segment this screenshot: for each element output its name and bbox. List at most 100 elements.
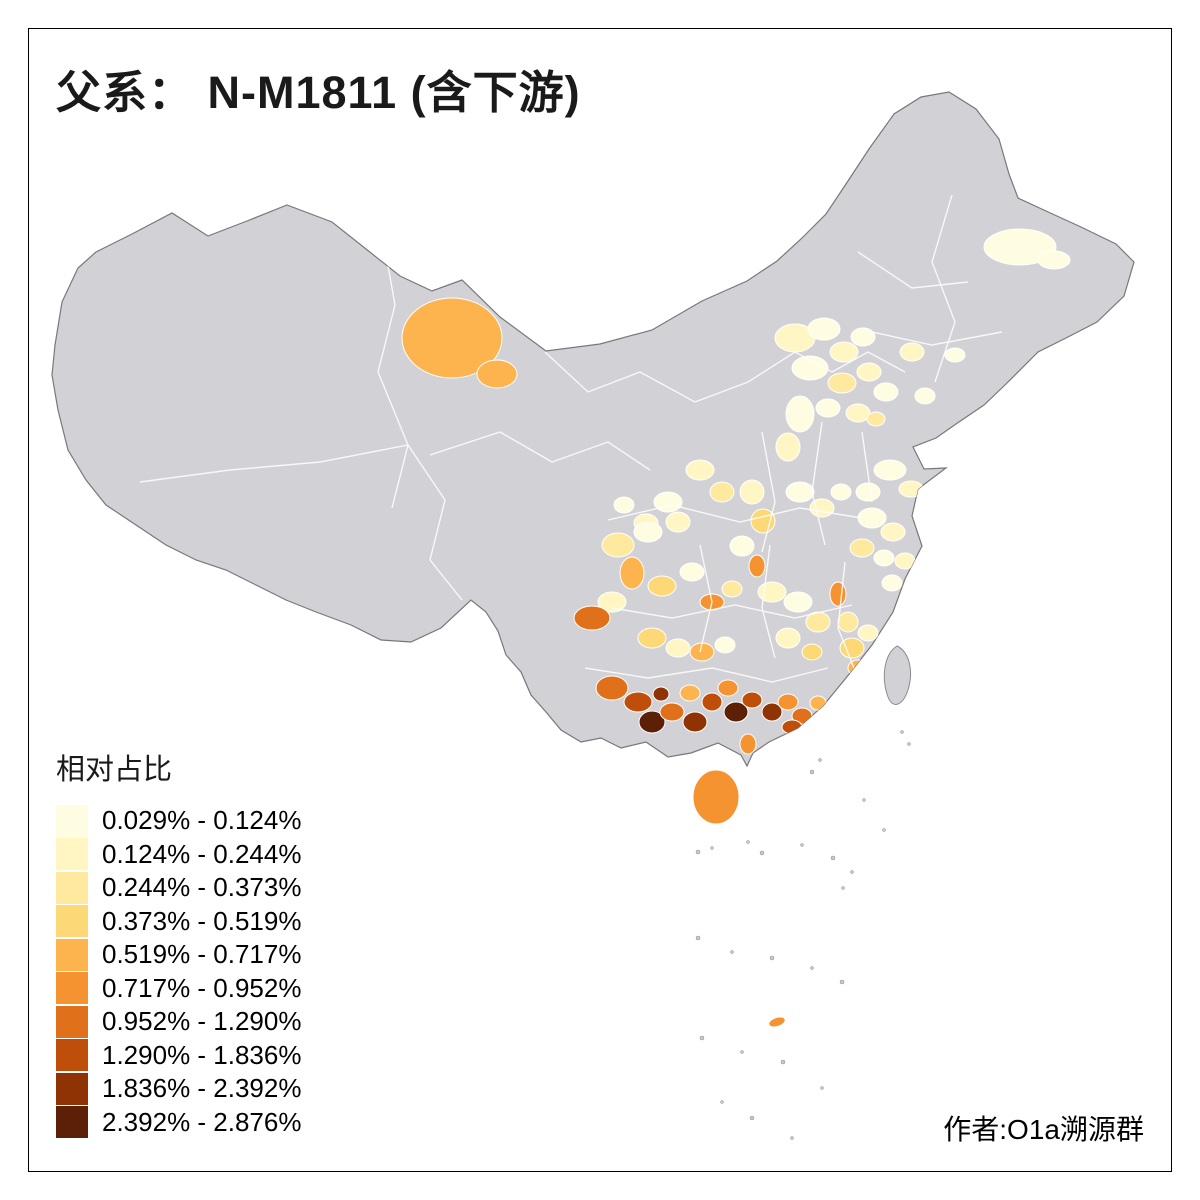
map-region	[856, 362, 882, 382]
map-region	[665, 511, 691, 533]
map-region	[665, 638, 691, 658]
legend-label: 0.952% - 1.290%	[102, 1006, 302, 1037]
map-region	[873, 549, 895, 567]
map-region	[1037, 250, 1071, 270]
legend-item: 2.392% - 2.876%	[56, 1106, 301, 1140]
map-region	[748, 554, 766, 578]
map-region	[881, 574, 903, 592]
island-region	[769, 1017, 785, 1027]
map-region	[855, 482, 881, 502]
legend-label: 0.519% - 0.717%	[102, 939, 302, 970]
map-region	[899, 342, 925, 362]
map-region	[850, 327, 876, 347]
map-region	[807, 317, 841, 341]
map-region	[682, 711, 708, 733]
mainland-shape	[51, 91, 1135, 768]
legend: 相对占比 0.029% - 0.124% 0.124% - 0.244% 0.244…	[56, 746, 301, 1139]
map-region	[880, 522, 906, 542]
legend-swatch	[56, 1039, 88, 1072]
legend-label: 2.392% - 2.876%	[102, 1106, 302, 1137]
map-region	[701, 692, 723, 712]
legend-label: 0.244% - 0.373%	[102, 872, 302, 903]
map-region	[717, 679, 739, 697]
map-region	[983, 228, 1057, 266]
map-region	[829, 341, 859, 363]
map-regions	[401, 228, 1071, 755]
map-region	[601, 532, 635, 558]
map-region	[729, 535, 755, 557]
map-region	[638, 710, 666, 734]
legend-label: 0.717% - 0.952%	[102, 972, 302, 1003]
map-region	[873, 382, 899, 402]
legend-swatch	[56, 871, 88, 904]
legend-label: 1.290% - 1.836%	[102, 1039, 302, 1070]
legend-swatch	[56, 838, 88, 871]
map-region	[775, 432, 801, 462]
map-region	[761, 702, 783, 722]
legend-title: 相对占比	[56, 754, 173, 786]
map-region	[805, 611, 831, 633]
legend-label: 0.124% - 0.244%	[102, 838, 302, 869]
map-region	[785, 395, 815, 433]
map-region	[857, 624, 879, 642]
page-title: 父系： N-M1811 (含下游)	[56, 67, 581, 118]
legend-items: 0.029% - 0.124% 0.124% - 0.244% 0.244% - 0…	[56, 804, 301, 1139]
map-region	[573, 605, 611, 631]
legend-swatch	[56, 1106, 88, 1139]
map-region	[723, 701, 749, 723]
legend-label: 0.373% - 0.519%	[102, 905, 302, 936]
map-region	[783, 591, 813, 613]
legend-item: 0.952% - 1.290%	[56, 1005, 301, 1039]
map-region	[721, 580, 743, 598]
map-region	[647, 575, 677, 597]
map-region	[476, 359, 518, 389]
map-region	[873, 459, 907, 481]
legend-item: 0.519% - 0.717%	[56, 938, 301, 972]
map-region	[801, 643, 823, 661]
legend-label: 0.029% - 0.124%	[102, 805, 302, 836]
map-region	[679, 562, 705, 582]
map-region	[845, 403, 871, 423]
legend-swatch	[56, 972, 88, 1005]
map-region	[866, 411, 886, 427]
legend-item: 0.029% - 0.124%	[56, 804, 301, 838]
map-region	[637, 627, 667, 649]
legend-item: 1.836% - 2.392%	[56, 1072, 301, 1106]
attribution: 作者:O1a溯源群	[943, 1114, 1144, 1145]
legend-item: 0.373% - 0.519%	[56, 905, 301, 939]
map-region	[944, 347, 966, 363]
map-region	[849, 538, 875, 558]
map-region	[613, 496, 635, 514]
map-region	[775, 627, 801, 649]
map-region	[815, 398, 841, 418]
map-region	[597, 591, 627, 613]
hainan-region	[692, 769, 740, 825]
map-region	[709, 481, 735, 503]
map-region	[830, 483, 852, 501]
map-region	[685, 459, 715, 481]
plot-border	[28, 28, 1172, 1172]
legend-swatch	[56, 905, 88, 938]
map-region	[827, 372, 857, 394]
legend-label: 1.836% - 2.392%	[102, 1073, 302, 1104]
map-region	[659, 702, 685, 722]
map-region	[595, 675, 629, 701]
legend-item: 1.290% - 1.836%	[56, 1039, 301, 1073]
map-region	[652, 686, 670, 702]
map-region	[839, 637, 865, 659]
sea-islands	[695, 730, 911, 1140]
map-region	[739, 733, 757, 755]
map-region	[785, 481, 815, 503]
legend-item: 0.244% - 0.373%	[56, 871, 301, 905]
province-borders	[139, 194, 1003, 683]
map-region	[401, 297, 503, 379]
map-region	[777, 693, 799, 711]
taiwan-island	[883, 645, 911, 705]
map-region	[619, 556, 645, 590]
map-region	[633, 521, 663, 543]
map-region	[739, 479, 765, 505]
map-region	[714, 636, 736, 654]
legend-item: 0.124% - 0.244%	[56, 838, 301, 872]
